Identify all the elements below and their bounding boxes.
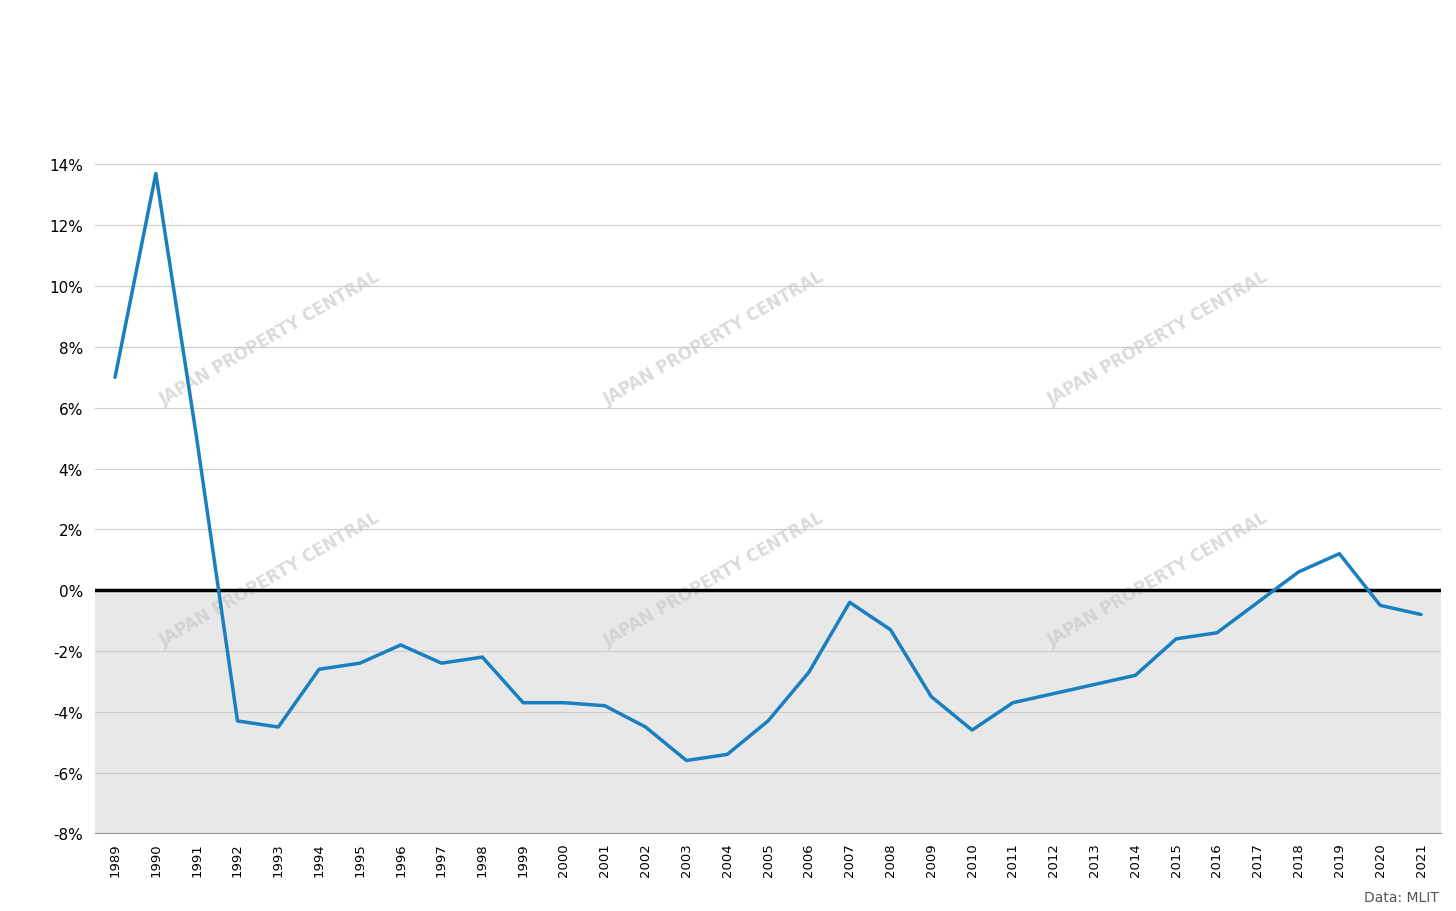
Text: JAPAN PROPERTY CENTRAL: JAPAN PROPERTY CENTRAL (1045, 267, 1273, 408)
Text: 1989 - 2021: 1989 - 2021 (19, 68, 128, 86)
Text: Data: MLIT: Data: MLIT (1364, 890, 1439, 904)
Bar (95, 590, 1441, 834)
Text: JAPAN’S STANDARD LAND PRICE MOVEMENTS: JAPAN’S STANDARD LAND PRICE MOVEMENTS (19, 20, 798, 49)
Text: JAPAN PROPERTY CENTRAL: JAPAN PROPERTY CENTRAL (601, 507, 827, 649)
Text: JAPAN PROPERTY CENTRAL: JAPAN PROPERTY CENTRAL (601, 267, 827, 408)
Text: JAPAN PROPERTY CENTRAL: JAPAN PROPERTY CENTRAL (156, 267, 383, 408)
Bar (95, 105, 1441, 590)
Text: JAPAN PROPERTY CENTRAL: JAPAN PROPERTY CENTRAL (156, 507, 383, 649)
Text: JAPAN PROPERTY CENTRAL: JAPAN PROPERTY CENTRAL (1045, 507, 1273, 649)
